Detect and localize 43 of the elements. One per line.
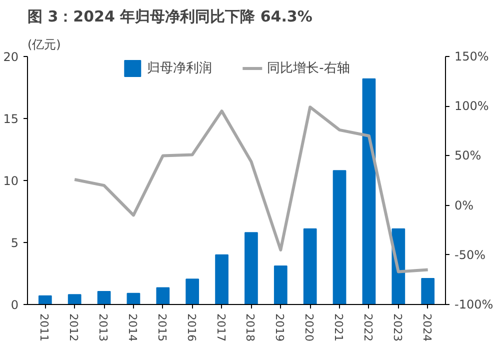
bar — [186, 278, 200, 304]
x-tick-label: 2021 — [332, 314, 346, 342]
chart-title: 图 3：2024 年归母净利同比下降 64.3% — [28, 8, 312, 26]
x-tick-label: 2019 — [273, 314, 286, 342]
bar — [421, 278, 435, 304]
bar — [126, 292, 140, 304]
y2-tick-label: 100% — [454, 99, 489, 114]
bar — [303, 228, 317, 304]
y-tick-label: 20 — [3, 50, 19, 64]
y2-tick-label: 0% — [454, 198, 474, 212]
bar — [38, 295, 52, 304]
x-tick-label: 2020 — [302, 314, 316, 342]
x-tick-label: 2018 — [244, 314, 257, 342]
x-tick-label: 2013 — [96, 314, 110, 342]
y2-tick-label: 50% — [454, 148, 482, 163]
bar — [68, 294, 82, 304]
y-tick-label: 5 — [10, 236, 19, 250]
x-tick-label: 2023 — [390, 314, 404, 342]
x-tick-label: 2022 — [361, 314, 374, 342]
x-tick-label: 2014 — [126, 314, 139, 342]
y-axis-title: (亿元) — [28, 38, 61, 52]
x-tick-label: 2016 — [184, 314, 198, 342]
x-tick-label: 2015 — [155, 314, 168, 342]
y2-tick-label: 150% — [454, 50, 489, 64]
bar — [215, 254, 228, 304]
bar — [97, 290, 111, 304]
y-tick-label: 10 — [3, 174, 19, 188]
x-tick-label: 2012 — [67, 314, 80, 342]
y-tick-label: 0 — [10, 298, 19, 312]
x-tick-label: 2017 — [214, 314, 228, 342]
line-series — [73, 106, 430, 274]
bar — [274, 266, 288, 304]
legend-label: 同比增长-右轴 — [267, 60, 350, 77]
x-tick-label: 2024 — [420, 314, 434, 342]
bar — [244, 232, 258, 304]
y2-tick-label: -100% — [454, 298, 494, 312]
x-tick-label: 2011 — [38, 314, 51, 342]
legend-label: 归母净利润 — [147, 60, 212, 77]
bar — [362, 78, 376, 304]
y2-tick-label: -50% — [454, 248, 486, 262]
bar — [156, 287, 170, 304]
y-tick-label: 15 — [3, 112, 19, 126]
bar — [332, 170, 346, 304]
